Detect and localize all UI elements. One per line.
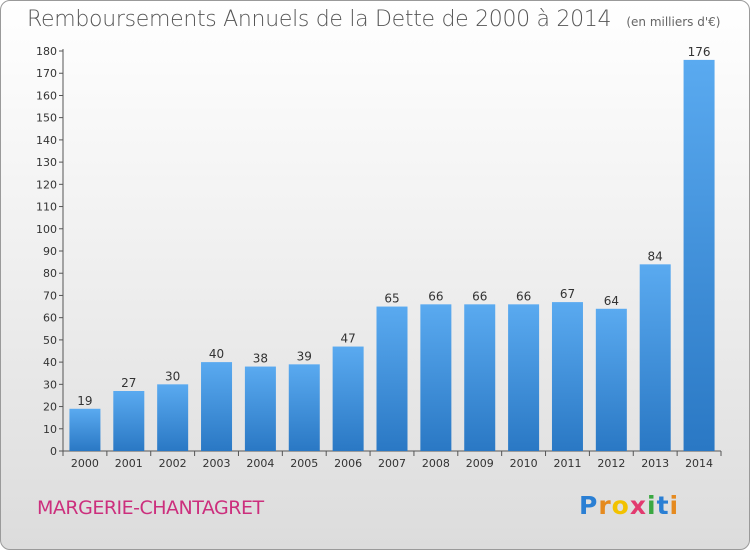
y-tick-label: 170 — [36, 67, 57, 80]
y-tick-label: 80 — [43, 267, 57, 280]
bar-2004 — [244, 366, 276, 451]
y-tick-label: 90 — [43, 245, 57, 258]
bar-2011 — [551, 302, 583, 451]
x-tick-label: 2002 — [159, 457, 187, 470]
y-tick-label: 100 — [36, 223, 57, 236]
y-tick-label: 130 — [36, 156, 57, 169]
bar-value-label: 67 — [560, 287, 575, 301]
bar-value-label: 19 — [77, 394, 92, 408]
bar-2012 — [595, 308, 627, 451]
logo-letter: i — [669, 491, 680, 520]
y-tick-label: 40 — [43, 356, 57, 369]
bar-2013 — [639, 264, 671, 451]
chart-subtitle: (en milliers d'€) — [626, 15, 721, 29]
y-tick-label: 150 — [36, 112, 57, 125]
y-tick-label: 20 — [43, 401, 57, 414]
x-tick-label: 2008 — [422, 457, 450, 470]
bar-value-label: 64 — [604, 294, 619, 308]
proxiti-logo: Proxiti — [579, 491, 679, 520]
bar-2005 — [288, 364, 320, 451]
logo-letter: i — [647, 491, 657, 520]
logo-letter: t — [656, 491, 670, 520]
bar-2002 — [157, 384, 189, 451]
bar-value-label: 27 — [121, 376, 136, 390]
y-tick-label: 10 — [43, 423, 57, 436]
y-tick-label: 120 — [36, 178, 57, 191]
bar-2001 — [113, 391, 145, 451]
bar-value-label: 65 — [384, 292, 399, 306]
x-tick-label: 2007 — [378, 457, 406, 470]
y-tick-label: 140 — [36, 134, 57, 147]
bar-value-label: 66 — [516, 289, 531, 303]
bar-value-label: 38 — [253, 352, 268, 366]
bar-2000 — [69, 408, 101, 451]
logo-letter: r — [598, 491, 612, 520]
bar-value-label: 47 — [340, 332, 355, 346]
y-tick-label: 160 — [36, 89, 57, 102]
y-tick-label: 50 — [43, 334, 57, 347]
x-tick-label: 2006 — [334, 457, 362, 470]
bar-2003 — [201, 362, 233, 451]
y-tick-label: 0 — [50, 445, 57, 458]
chart-bars: 19 27 30 40 38 39 47 65 66 66 66 67 64 84 176 — [69, 45, 715, 452]
bar-2014 — [683, 59, 715, 452]
chart-title: Remboursements Annuels de la Dette de 20… — [27, 7, 612, 32]
y-tick-label: 70 — [43, 289, 57, 302]
y-tick-label: 180 — [36, 45, 57, 58]
x-tick-label: 2003 — [203, 457, 231, 470]
x-tick-label: 2001 — [115, 457, 143, 470]
bar-value-label: 40 — [209, 347, 224, 361]
y-tick-label: 30 — [43, 378, 57, 391]
bar-2007 — [376, 306, 408, 451]
x-tick-label: 2012 — [597, 457, 625, 470]
x-tick-label: 2009 — [466, 457, 494, 470]
y-tick-label: 110 — [36, 201, 57, 214]
x-tick-label: 2013 — [641, 457, 669, 470]
logo-letter: o — [611, 491, 630, 520]
bar-value-label: 176 — [688, 45, 711, 59]
x-tick-label: 2004 — [246, 457, 274, 470]
x-tick-label: 2010 — [510, 457, 538, 470]
y-tick-label: 60 — [43, 312, 57, 325]
bar-value-label: 84 — [648, 249, 663, 263]
x-tick-label: 2000 — [71, 457, 99, 470]
bar-2006 — [332, 346, 364, 451]
logo-letter: x — [629, 491, 647, 520]
bar-value-label: 66 — [472, 289, 487, 303]
chart-title-block: Remboursements Annuels de la Dette de 20… — [27, 7, 720, 32]
x-tick-label: 2005 — [290, 457, 318, 470]
x-tick-label: 2014 — [685, 457, 713, 470]
logo-letter: P — [579, 491, 599, 520]
bar-2008 — [420, 304, 452, 451]
town-name: MARGERIE-CHANTAGRET — [37, 497, 264, 519]
bar-value-label: 66 — [428, 289, 443, 303]
bar-2010 — [508, 304, 540, 451]
bar-value-label: 30 — [165, 369, 180, 383]
chart-axes: 0 10 20 30 40 50 60 70 80 90 100 110 120 130 140 150 160… — [36, 45, 722, 470]
bar-value-label: 39 — [297, 349, 312, 363]
bar-2009 — [464, 304, 496, 451]
x-tick-label: 2011 — [553, 457, 581, 470]
